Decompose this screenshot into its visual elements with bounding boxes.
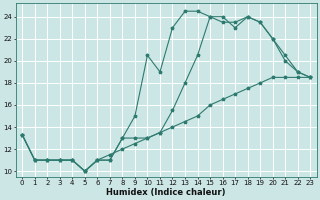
X-axis label: Humidex (Indice chaleur): Humidex (Indice chaleur): [107, 188, 226, 197]
